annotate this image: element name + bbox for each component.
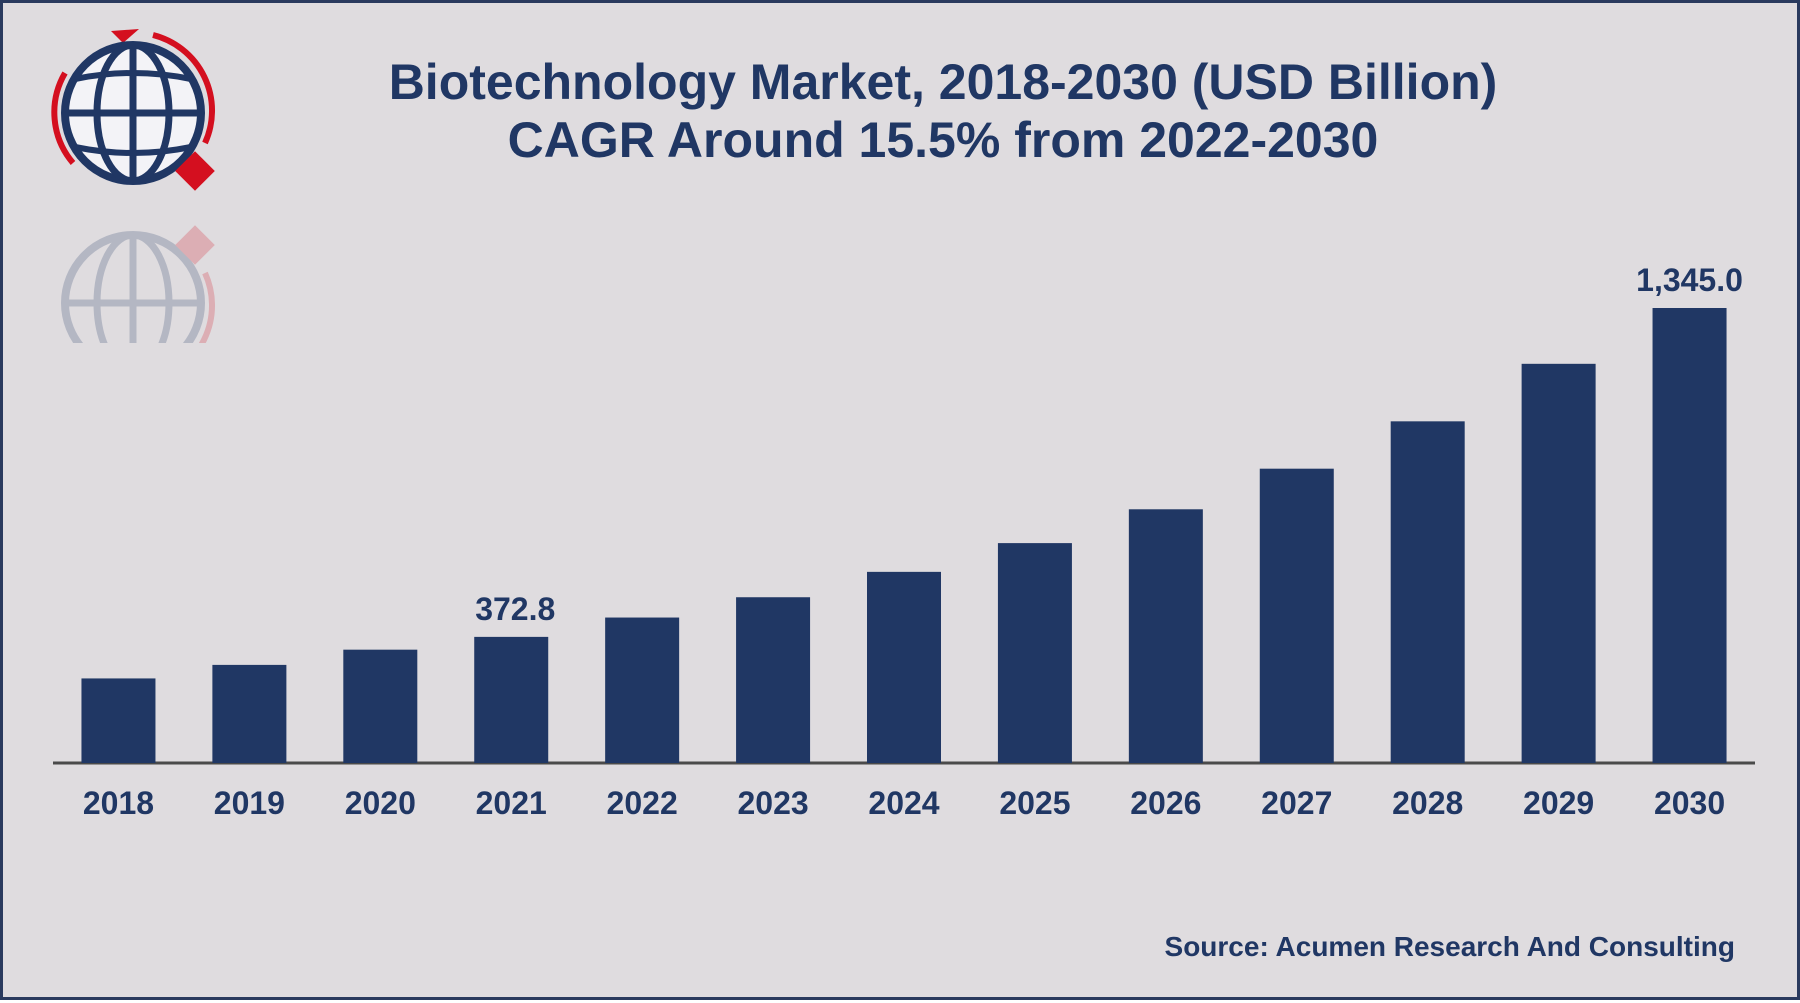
source-note: Source: Acumen Research And Consulting xyxy=(1164,931,1735,962)
x-tick-label-2026: 2026 xyxy=(1130,785,1201,821)
bar-2019 xyxy=(212,664,287,763)
x-tick-label-2018: 2018 xyxy=(83,785,154,821)
x-tick-label-2022: 2022 xyxy=(607,785,678,821)
globe-logo-icon xyxy=(51,29,215,191)
bar-2030 xyxy=(1652,308,1727,763)
title-line-1: Biotechnology Market, 2018-2030 (USD Bil… xyxy=(388,54,1498,110)
bar-2022 xyxy=(605,617,680,763)
data-label-2021: 372.8 xyxy=(475,591,555,627)
bar-2023 xyxy=(736,597,811,763)
data-label-2030: 1,345.0 xyxy=(1636,262,1743,298)
bar-chart: 2018 2019 2020 2021 372.8 2022 2023 2024 2025 202… xyxy=(53,262,1755,821)
bar-2026 xyxy=(1128,509,1203,763)
chart-title: Biotechnology Market, 2018-2030 (USD Bil… xyxy=(203,53,1683,169)
x-tick-label-2024: 2024 xyxy=(868,785,939,821)
x-tick-label-2030: 2030 xyxy=(1654,785,1725,821)
x-tick-label-2027: 2027 xyxy=(1261,785,1332,821)
bar-2027 xyxy=(1259,468,1334,763)
x-tick-label-2028: 2028 xyxy=(1392,785,1463,821)
bar-2025 xyxy=(997,543,1072,763)
x-tick-label-2029: 2029 xyxy=(1523,785,1594,821)
bar-2028 xyxy=(1390,421,1465,763)
x-tick-label-2021: 2021 xyxy=(476,785,547,821)
x-tick-label-2025: 2025 xyxy=(999,785,1070,821)
bar-2018 xyxy=(81,678,156,763)
x-tick-label-2020: 2020 xyxy=(345,785,416,821)
x-tick-label-2023: 2023 xyxy=(737,785,808,821)
bar-2029 xyxy=(1521,363,1596,763)
bar-2021 xyxy=(474,636,549,763)
x-tick-label-2019: 2019 xyxy=(214,785,285,821)
bar-2024 xyxy=(867,571,941,763)
logo-reflection-icon xyxy=(61,225,215,343)
bar-2020 xyxy=(343,649,418,763)
title-line-2: CAGR Around 15.5% from 2022-2030 xyxy=(507,112,1379,168)
